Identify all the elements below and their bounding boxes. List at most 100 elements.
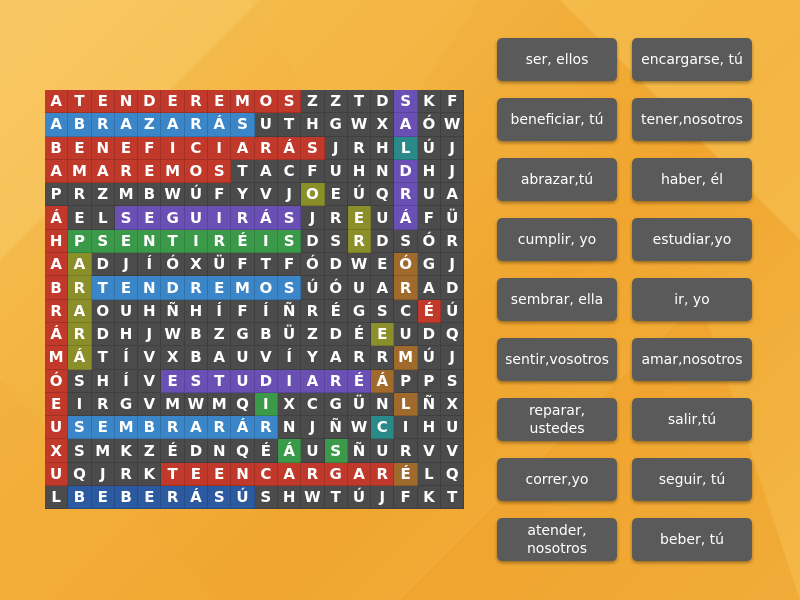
grid-cell[interactable]: Á <box>231 416 255 440</box>
grid-cell[interactable]: W <box>347 113 372 137</box>
grid-cell[interactable]: Ó <box>161 253 185 277</box>
grid-cell[interactable]: F <box>301 159 325 184</box>
grid-cell[interactable]: Ú <box>301 276 325 300</box>
grid-cell[interactable]: M <box>114 183 139 207</box>
grid-cell[interactable]: P <box>68 229 92 254</box>
grid-cell[interactable]: F <box>441 90 465 114</box>
grid-cell[interactable]: Í <box>277 346 302 370</box>
grid-cell[interactable]: Z <box>91 183 115 207</box>
grid-cell[interactable]: S <box>301 136 325 160</box>
grid-cell[interactable]: T <box>277 113 302 137</box>
grid-cell[interactable]: R <box>68 183 92 207</box>
answer-card[interactable]: correr,yo <box>497 458 617 501</box>
grid-cell[interactable]: Q <box>231 439 255 463</box>
grid-cell[interactable]: C <box>394 299 418 323</box>
grid-cell[interactable]: Ó <box>301 253 325 277</box>
grid-cell[interactable]: Ü <box>441 206 465 230</box>
answer-card[interactable]: amar,nosotros <box>632 338 752 381</box>
grid-cell[interactable]: N <box>91 136 115 160</box>
grid-cell[interactable]: A <box>417 276 442 300</box>
grid-cell[interactable]: E <box>208 90 232 114</box>
grid-cell[interactable]: Á <box>45 322 69 347</box>
grid-cell[interactable]: A <box>231 136 255 160</box>
answer-card[interactable]: sentir,vosotros <box>497 338 617 381</box>
grid-cell[interactable]: H <box>277 486 302 510</box>
grid-cell[interactable]: R <box>441 229 465 254</box>
grid-cell[interactable]: S <box>184 369 209 393</box>
grid-cell[interactable]: F <box>277 253 302 277</box>
grid-cell[interactable]: D <box>394 159 418 184</box>
grid-cell[interactable]: Á <box>277 439 302 463</box>
grid-cell[interactable]: E <box>91 90 115 114</box>
grid-cell[interactable]: D <box>371 229 395 254</box>
grid-cell[interactable]: G <box>161 206 185 230</box>
answer-card[interactable]: salir,tú <box>632 398 752 441</box>
grid-cell[interactable]: I <box>68 392 92 417</box>
grid-cell[interactable]: Á <box>208 113 232 137</box>
grid-cell[interactable]: R <box>324 369 348 393</box>
grid-cell[interactable]: A <box>45 159 69 184</box>
grid-cell[interactable]: B <box>138 416 162 440</box>
grid-cell[interactable]: N <box>208 439 232 463</box>
grid-cell[interactable]: J <box>301 206 325 230</box>
grid-cell[interactable]: T <box>161 229 185 254</box>
grid-cell[interactable]: D <box>184 439 209 463</box>
grid-cell[interactable]: D <box>441 276 465 300</box>
grid-cell[interactable]: J <box>441 136 465 160</box>
grid-cell[interactable]: U <box>347 276 372 300</box>
grid-cell[interactable]: U <box>231 346 255 370</box>
grid-cell[interactable]: A <box>324 346 348 370</box>
grid-cell[interactable]: M <box>394 346 418 370</box>
grid-cell[interactable]: A <box>371 276 395 300</box>
grid-cell[interactable]: A <box>45 113 69 137</box>
grid-cell[interactable]: Ú <box>347 183 372 207</box>
grid-cell[interactable]: Ñ <box>161 299 185 323</box>
grid-cell[interactable]: Z <box>208 322 232 347</box>
grid-cell[interactable]: S <box>68 439 92 463</box>
grid-cell[interactable]: S <box>254 486 278 510</box>
grid-cell[interactable]: D <box>138 90 162 114</box>
grid-cell[interactable]: S <box>91 229 115 254</box>
grid-cell[interactable]: D <box>161 276 185 300</box>
grid-cell[interactable]: E <box>114 276 139 300</box>
grid-cell[interactable]: T <box>441 486 465 510</box>
grid-cell[interactable]: R <box>68 322 92 347</box>
grid-cell[interactable]: C <box>371 416 395 440</box>
grid-cell[interactable]: W <box>347 253 372 277</box>
grid-cell[interactable]: É <box>394 462 418 487</box>
grid-cell[interactable]: U <box>441 416 465 440</box>
grid-cell[interactable]: R <box>394 276 418 300</box>
grid-cell[interactable]: D <box>371 90 395 114</box>
grid-cell[interactable]: Ú <box>184 183 209 207</box>
grid-cell[interactable]: U <box>371 206 395 230</box>
grid-cell[interactable]: S <box>324 229 348 254</box>
grid-cell[interactable]: Ü <box>208 253 232 277</box>
grid-cell[interactable]: B <box>45 136 69 160</box>
answer-card[interactable]: cumplir, yo <box>497 218 617 261</box>
answer-card[interactable]: seguir, tú <box>632 458 752 501</box>
grid-cell[interactable]: Q <box>231 392 255 417</box>
grid-cell[interactable]: Ó <box>45 369 69 393</box>
grid-cell[interactable]: Á <box>45 206 69 230</box>
grid-cell[interactable]: G <box>324 113 348 137</box>
grid-cell[interactable]: I <box>161 136 185 160</box>
grid-cell[interactable]: É <box>324 299 348 323</box>
grid-cell[interactable]: G <box>324 392 348 417</box>
grid-cell[interactable]: R <box>347 346 372 370</box>
grid-cell[interactable]: S <box>394 90 418 114</box>
grid-cell[interactable]: G <box>231 322 255 347</box>
grid-cell[interactable]: H <box>371 136 395 160</box>
grid-cell[interactable]: C <box>184 136 209 160</box>
grid-cell[interactable]: R <box>371 346 395 370</box>
grid-cell[interactable]: W <box>161 322 185 347</box>
grid-cell[interactable]: U <box>254 113 278 137</box>
grid-cell[interactable]: L <box>45 486 69 510</box>
grid-cell[interactable]: U <box>394 322 418 347</box>
grid-cell[interactable]: Ú <box>417 346 442 370</box>
grid-cell[interactable]: R <box>91 113 115 137</box>
grid-cell[interactable]: S <box>324 439 348 463</box>
grid-cell[interactable]: H <box>91 369 115 393</box>
grid-cell[interactable]: X <box>161 346 185 370</box>
grid-cell[interactable]: T <box>208 369 232 393</box>
grid-cell[interactable]: L <box>394 392 418 417</box>
